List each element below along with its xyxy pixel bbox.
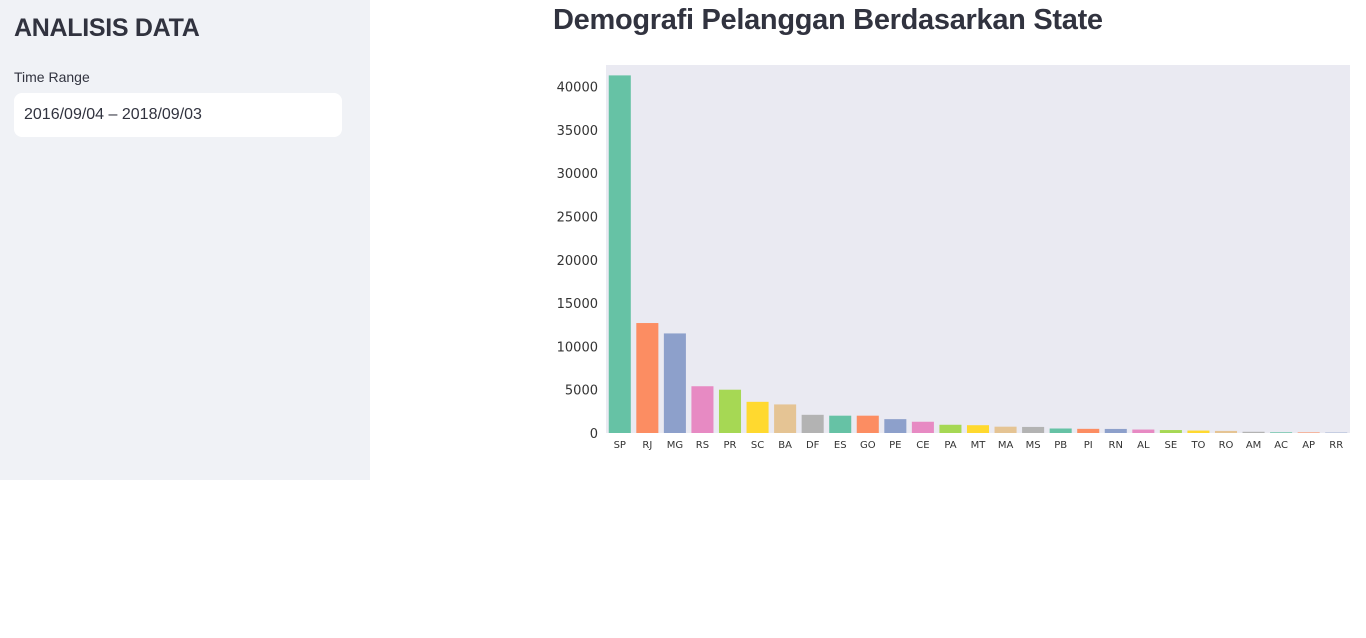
x-tick-label: BA — [778, 440, 792, 451]
y-tick-label: 15000 — [557, 297, 598, 312]
chart-title: Demografi Pelanggan Berdasarkan State — [553, 4, 1103, 36]
x-tick-label: TO — [1190, 440, 1205, 451]
bar-al — [1132, 429, 1155, 433]
x-tick-label: RR — [1329, 440, 1343, 451]
bar-pr — [718, 389, 742, 433]
bar-ap — [1297, 432, 1320, 433]
bar-pi — [1077, 428, 1100, 433]
x-tick-label: GO — [860, 440, 876, 451]
x-tick-label: SE — [1165, 440, 1178, 451]
bar-ro — [1214, 430, 1238, 433]
bar-pb — [1049, 428, 1072, 433]
bar-es — [829, 415, 852, 433]
bar-chart: 0 5000 10000 15000 20000 25000 30000 35000 40000… — [557, 65, 1350, 451]
time-range-label: Time Range — [14, 69, 90, 85]
x-tick-label: MG — [667, 440, 683, 451]
x-tick-label: CE — [916, 440, 929, 451]
x-tick-label: RS — [696, 440, 709, 451]
x-tick-label: AL — [1137, 440, 1150, 451]
plot-background — [606, 65, 1350, 433]
x-tick-label: RJ — [642, 440, 652, 451]
bar-pa — [939, 424, 962, 433]
x-tick-label: SP — [614, 440, 626, 451]
y-tick-label: 10000 — [557, 340, 598, 355]
y-tick-label: 5000 — [565, 384, 598, 399]
time-range-input[interactable]: 2016/09/04 – 2018/09/03 — [14, 93, 342, 137]
x-tick-label: DF — [806, 440, 820, 451]
bar-df — [801, 414, 824, 433]
bar-rj — [636, 323, 659, 433]
time-range-value: 2016/09/04 – 2018/09/03 — [24, 106, 202, 123]
bar-ms — [1022, 426, 1045, 433]
x-tick-label: RN — [1109, 440, 1123, 451]
x-tick-label: MA — [998, 440, 1014, 451]
bar-am — [1242, 431, 1265, 433]
x-tick-label: AM — [1246, 440, 1261, 451]
bar-mt — [966, 425, 990, 433]
bar-sp — [608, 75, 631, 433]
bar-pe — [884, 419, 907, 433]
x-tick-label: PA — [944, 440, 956, 451]
x-tick-label: RO — [1219, 440, 1234, 451]
y-tick-label: 40000 — [557, 81, 598, 96]
bar-se — [1159, 430, 1182, 433]
x-tick-label: MS — [1026, 440, 1041, 451]
x-tick-label: PE — [889, 440, 901, 451]
sidebar: ANALISIS DATA Time Range 2016/09/04 – 20… — [0, 0, 370, 480]
bar-ac — [1270, 432, 1293, 433]
y-tick-label: 25000 — [557, 211, 598, 226]
y-tick-label: 20000 — [557, 254, 598, 269]
bar-go — [856, 415, 879, 433]
x-tick-label: ES — [834, 440, 847, 451]
bar-ce — [911, 421, 934, 433]
x-tick-label: SC — [751, 440, 764, 451]
x-tick-label: AP — [1302, 440, 1315, 451]
y-tick-label: 30000 — [557, 167, 598, 182]
bar-mg — [663, 333, 686, 433]
y-tick-label: 35000 — [557, 124, 598, 139]
bar-rn — [1104, 428, 1127, 433]
x-tick-label: PI — [1084, 440, 1093, 451]
bar-ma — [994, 426, 1017, 433]
x-tick-label: PB — [1054, 440, 1067, 451]
bar-to — [1187, 430, 1210, 433]
sidebar-title: ANALISIS DATA — [14, 14, 200, 42]
x-tick-label: PR — [724, 440, 737, 451]
bar-sc — [746, 401, 769, 433]
x-tick-label: MT — [971, 440, 987, 451]
bar-rs — [691, 386, 714, 433]
x-tick-label: AC — [1274, 440, 1288, 451]
y-tick-label: 0 — [590, 427, 598, 442]
bar-ba — [774, 404, 797, 433]
